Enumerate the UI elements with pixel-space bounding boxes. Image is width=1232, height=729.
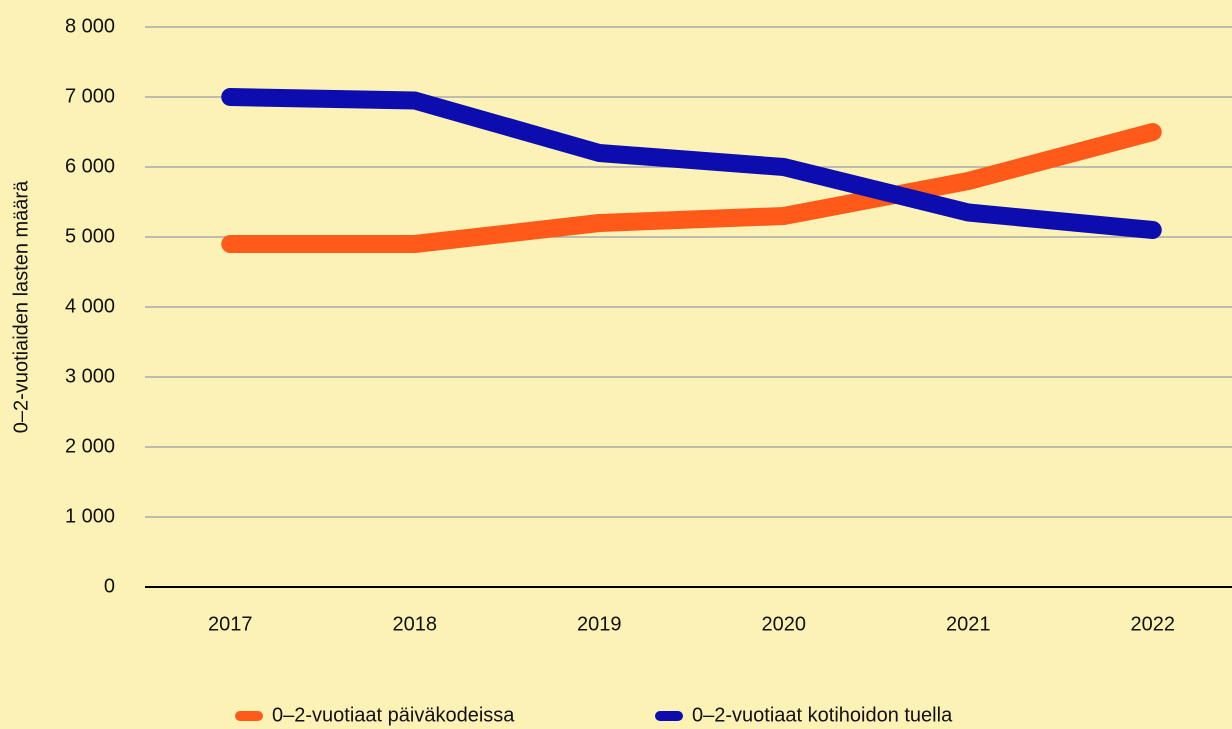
- data-line: [221, 123, 1162, 253]
- y-tick-label: 8 000: [65, 15, 115, 37]
- x-tick-label: 2020: [762, 613, 807, 635]
- x-tick-label: 2018: [393, 613, 438, 635]
- y-tick-label: 7 000: [65, 85, 115, 107]
- y-tick-label: 2 000: [65, 435, 115, 457]
- legend-label: 0–2-vuotiaat päiväkodeissa: [272, 704, 515, 726]
- y-tick-label: 1 000: [65, 505, 115, 527]
- x-tick-label: 2022: [1131, 613, 1176, 635]
- x-tick-label: 2021: [946, 613, 991, 635]
- y-tick-label: 3 000: [65, 365, 115, 387]
- x-tick-label: 2019: [577, 613, 622, 635]
- y-tick-label: 6 000: [65, 155, 115, 177]
- y-axis-label: 0–2-vuotiaiden lasten määrä: [10, 180, 32, 433]
- y-tick-label: 0: [104, 575, 115, 597]
- y-tick-label: 4 000: [65, 295, 115, 317]
- data-line: [221, 88, 1162, 239]
- x-tick-label: 2017: [208, 613, 253, 635]
- y-tick-label: 5 000: [65, 225, 115, 247]
- legend-label: 0–2-vuotiaat kotihoidon tuella: [692, 704, 953, 726]
